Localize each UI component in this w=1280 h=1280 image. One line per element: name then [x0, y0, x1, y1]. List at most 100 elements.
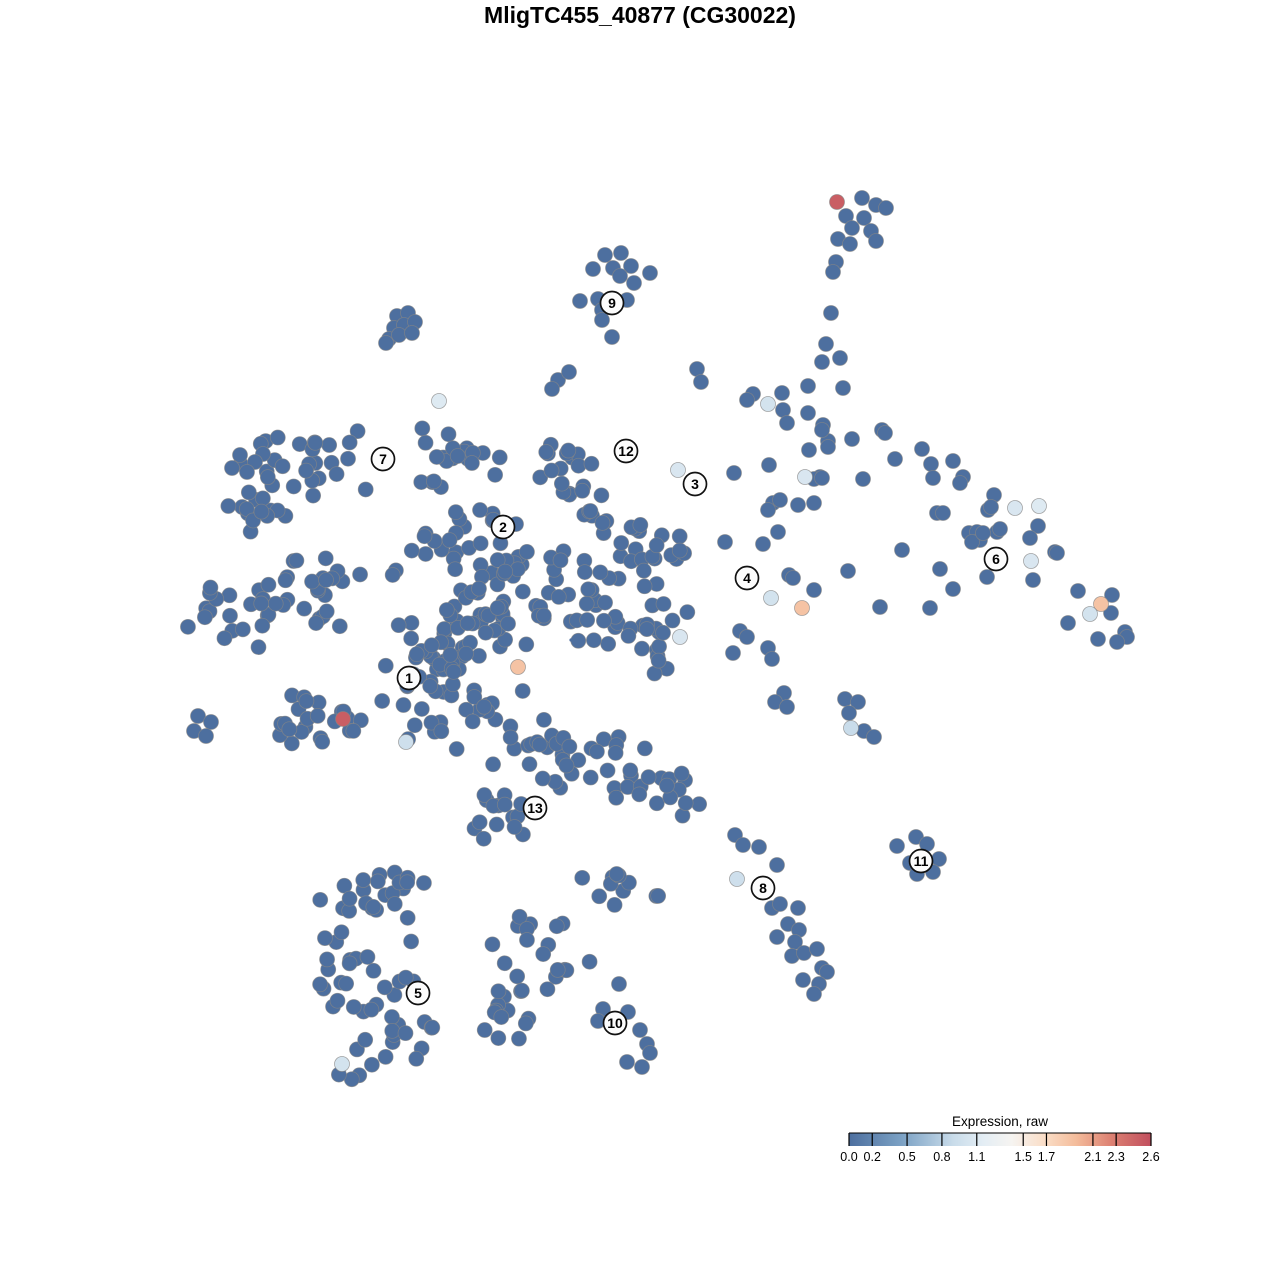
cell-point — [872, 599, 888, 615]
cell-point — [267, 595, 284, 612]
cell-point — [448, 741, 465, 757]
cell-point — [496, 796, 513, 813]
cell-point — [607, 745, 624, 761]
cell-point — [447, 561, 463, 578]
legend-tick-label: 0.8 — [933, 1150, 950, 1164]
cell-point — [608, 789, 625, 806]
cell-point — [471, 648, 487, 664]
cell-point-highlight — [763, 590, 779, 606]
figure-title: MligTC455_40877 (CG30022) — [484, 2, 796, 28]
cluster-label-circle-7 — [370, 446, 396, 472]
cluster-label-text-6: 6 — [992, 551, 1000, 567]
legend-tick-label: 2.3 — [1107, 1150, 1124, 1164]
cell-point — [622, 762, 639, 779]
cell-point — [659, 777, 675, 794]
cell-point — [341, 890, 358, 907]
cell-point — [806, 582, 822, 598]
cluster-label-text-13: 13 — [527, 800, 543, 816]
cell-point — [772, 896, 788, 912]
cell-point — [514, 583, 531, 600]
cell-point — [386, 896, 403, 912]
cell-point-highlight — [334, 1056, 350, 1072]
cell-point — [307, 434, 324, 451]
tiny-dot — [569, 638, 573, 642]
cell-point — [417, 434, 434, 451]
cell-point — [416, 528, 433, 545]
cell-point — [514, 683, 531, 699]
cell-point — [592, 564, 609, 581]
cell-point — [1025, 572, 1041, 588]
cell-point — [553, 475, 570, 492]
cell-point — [198, 728, 214, 744]
cell-point — [914, 441, 930, 457]
cell-point-highlight — [398, 734, 414, 750]
cell-point — [975, 525, 991, 541]
cell-point — [390, 617, 407, 634]
cell-point — [472, 535, 489, 552]
cell-point — [634, 1059, 650, 1075]
cell-point — [484, 936, 501, 953]
cell-point — [1109, 634, 1125, 650]
cell-point — [531, 736, 548, 753]
cell-point — [305, 487, 322, 504]
cell-point — [239, 464, 255, 480]
cell-point — [648, 537, 665, 554]
cell-point — [600, 636, 617, 652]
cell-point — [878, 200, 894, 216]
cluster-label-text-1: 1 — [405, 670, 413, 686]
cell-point — [328, 466, 345, 482]
cell-point — [1090, 631, 1106, 647]
cell-point — [309, 708, 326, 724]
cell-point-highlight — [1082, 606, 1098, 622]
cluster-label-circle-12 — [613, 438, 639, 464]
cell-point — [285, 478, 302, 495]
cell-point — [570, 457, 587, 474]
cluster-label-text-12: 12 — [618, 443, 634, 459]
cell-point — [790, 497, 806, 513]
cell-point-highlight — [510, 659, 526, 675]
cell-point — [314, 733, 331, 750]
cell-point — [664, 612, 681, 629]
cell-point — [355, 872, 372, 888]
cell-point — [543, 462, 560, 479]
cluster-label-text-7: 7 — [379, 451, 387, 467]
cell-point — [779, 699, 795, 715]
cell-point — [489, 552, 506, 568]
cell-point — [574, 869, 591, 886]
cell-point — [655, 624, 671, 641]
cell-point — [818, 336, 834, 352]
cell-point — [536, 607, 552, 624]
cell-point — [594, 514, 611, 531]
cell-point — [511, 1030, 527, 1047]
cell-point — [1030, 518, 1046, 534]
cell-point — [281, 721, 298, 738]
cell-point — [466, 689, 483, 705]
cell-point — [983, 499, 999, 515]
cell-point — [490, 983, 507, 1000]
cell-point — [868, 233, 884, 249]
cell-point — [844, 220, 860, 236]
cell-point — [840, 563, 856, 579]
cell-point — [220, 498, 237, 514]
cell-point — [582, 503, 599, 519]
cell-point — [317, 550, 334, 567]
cell-point — [585, 261, 601, 277]
cell-point — [755, 536, 771, 552]
cell-point — [403, 614, 420, 631]
cell-point — [964, 534, 980, 550]
cell-point — [837, 691, 853, 707]
cluster-label-text-11: 11 — [914, 853, 929, 869]
cell-point — [561, 738, 578, 755]
cell-point — [338, 975, 355, 992]
cell-point — [254, 617, 271, 634]
cell-point-highlight — [797, 469, 813, 485]
cell-point — [406, 717, 423, 734]
cell-point-highlight — [794, 600, 810, 616]
cell-point — [594, 312, 610, 328]
cell-point — [374, 693, 391, 709]
cell-point — [500, 615, 516, 632]
cell-point — [408, 646, 425, 663]
cluster-label-circle-5 — [405, 980, 431, 1006]
cluster-label-circle-13 — [522, 795, 548, 821]
